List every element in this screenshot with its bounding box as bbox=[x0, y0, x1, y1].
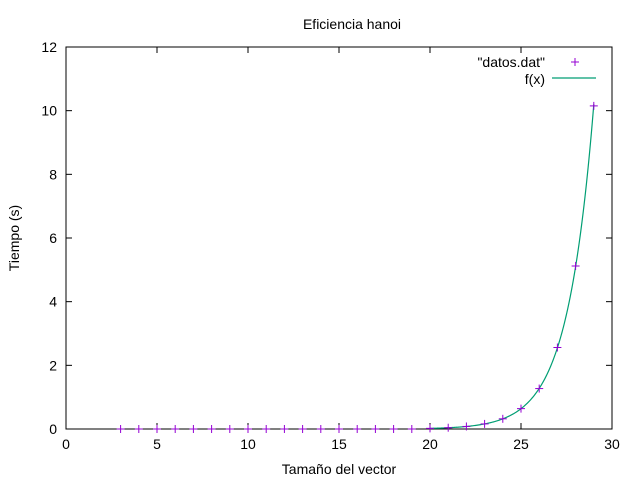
y-tick-label: 12 bbox=[41, 39, 57, 55]
data-point bbox=[189, 425, 198, 433]
x-tick-label: 30 bbox=[604, 436, 620, 452]
data-point bbox=[298, 425, 307, 433]
data-point bbox=[116, 425, 125, 433]
plot-frame bbox=[65, 46, 613, 430]
y-tick-label: 10 bbox=[41, 103, 57, 119]
data-point bbox=[480, 419, 489, 428]
x-tick-label: 15 bbox=[331, 436, 347, 452]
data-point bbox=[280, 425, 289, 433]
data-point bbox=[316, 425, 325, 433]
y-tick-label: 4 bbox=[49, 294, 57, 310]
y-tick-label: 2 bbox=[49, 357, 57, 373]
data-point bbox=[353, 425, 362, 433]
x-axis-label: Tamaño del vector bbox=[282, 461, 397, 477]
data-point bbox=[171, 425, 180, 433]
legend-label-fx: f(x) bbox=[525, 71, 545, 87]
x-tick-label: 25 bbox=[513, 436, 529, 452]
data-point bbox=[134, 425, 143, 433]
series-layer bbox=[116, 101, 598, 433]
legend-marker-datos bbox=[571, 58, 579, 66]
data-point bbox=[571, 262, 580, 271]
data-point bbox=[426, 424, 434, 433]
x-tick-label: 0 bbox=[62, 436, 70, 452]
legend: "datos.dat" f(x) bbox=[477, 54, 596, 87]
data-point bbox=[207, 425, 216, 433]
data-point bbox=[262, 425, 271, 433]
data-point bbox=[589, 101, 598, 110]
data-point bbox=[498, 414, 507, 423]
y-tick-label: 6 bbox=[49, 230, 57, 246]
data-point bbox=[389, 425, 398, 433]
chart-title: Eficiencia hanoi bbox=[303, 16, 401, 32]
data-point bbox=[535, 384, 544, 393]
data-point bbox=[444, 423, 453, 432]
data-point bbox=[517, 404, 525, 413]
data-point bbox=[371, 425, 380, 433]
y-tick-label: 0 bbox=[49, 421, 57, 437]
y-tick-label: 8 bbox=[49, 166, 57, 182]
axes-layer: 0 5 10 15 20 25 30 0 2 4 6 8 10 12 bbox=[41, 39, 620, 452]
data-point bbox=[335, 425, 343, 433]
y-axis-label: Tiempo (s) bbox=[6, 205, 22, 271]
data-point bbox=[553, 343, 562, 352]
x-tick-label: 20 bbox=[422, 436, 438, 452]
legend-label-datos: "datos.dat" bbox=[477, 54, 545, 70]
data-point bbox=[244, 425, 252, 433]
data-point bbox=[462, 422, 471, 431]
data-point bbox=[153, 425, 161, 433]
x-tick-label: 5 bbox=[153, 436, 161, 452]
data-point bbox=[407, 425, 416, 433]
data-point bbox=[225, 425, 234, 433]
legend-plus bbox=[571, 58, 579, 66]
x-tick-label: 10 bbox=[240, 436, 256, 452]
series-line-fx bbox=[429, 104, 595, 429]
